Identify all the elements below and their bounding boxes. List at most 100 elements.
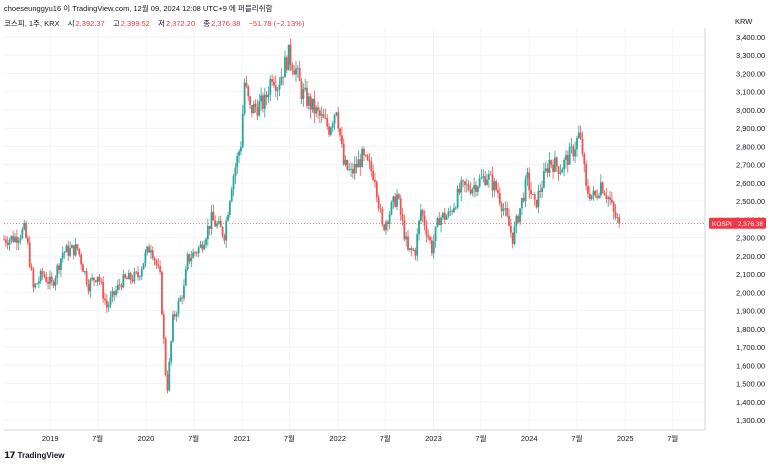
candle-body: [375, 181, 378, 197]
candle-body: [173, 314, 176, 317]
y-tick-label: 2,500.00: [736, 197, 765, 206]
candle-body: [372, 170, 375, 180]
candle-body: [344, 159, 347, 165]
x-tick-label: 2025: [617, 434, 634, 443]
candle-body: [555, 157, 558, 167]
candle-body: [243, 82, 246, 114]
candle-body: [517, 215, 520, 223]
candle-body: [445, 216, 448, 220]
candle-body: [480, 177, 483, 179]
candle-body: [140, 269, 143, 277]
candle-body: [453, 207, 455, 213]
candle-body: [616, 217, 619, 219]
x-tick-label: 2022: [329, 434, 346, 443]
candle-body: [36, 283, 38, 285]
candle-body: [227, 214, 229, 221]
candle-body: [425, 226, 428, 236]
candle-body: [324, 117, 327, 119]
candle-body: [451, 211, 453, 213]
candle-body: [269, 78, 272, 95]
candle-body: [467, 184, 470, 190]
candle-body: [541, 187, 543, 192]
candle-body: [311, 98, 314, 110]
low-value: 2,372.20: [165, 19, 196, 28]
candle-body: [419, 210, 422, 221]
x-tick-label: 2020: [138, 434, 155, 443]
candle-body: [471, 189, 474, 194]
candle-body: [170, 341, 173, 362]
candle-body: [217, 220, 220, 224]
candle-body: [423, 215, 426, 227]
candle-body: [495, 181, 498, 190]
candle-body: [271, 78, 274, 82]
candle-body: [254, 103, 257, 108]
chart-grid: [4, 28, 705, 430]
y-tick-label: 2,800.00: [736, 142, 765, 151]
candle-body: [69, 248, 72, 256]
y-tick-label: 2,900.00: [736, 124, 765, 133]
candle-body: [25, 223, 27, 238]
candle-body: [278, 84, 281, 90]
candle-body: [511, 232, 514, 244]
brand-label: TradingView: [17, 451, 65, 460]
candle-body: [599, 182, 602, 196]
candle-body: [322, 114, 325, 118]
candle-body: [478, 178, 481, 187]
candle-body: [216, 223, 218, 227]
candle-body: [381, 209, 384, 225]
candle-body: [94, 280, 97, 282]
candle-body: [342, 144, 345, 165]
candle-body: [208, 225, 211, 229]
candle-body: [487, 174, 490, 180]
candle-body: [274, 85, 277, 91]
candle-body: [605, 195, 608, 199]
candle-body: [473, 184, 476, 190]
candle-body: [190, 258, 193, 262]
candle-body: [348, 169, 351, 170]
candle-body: [296, 68, 299, 69]
candle-body: [72, 245, 75, 256]
candle-body: [181, 297, 184, 299]
candle-body: [252, 103, 255, 114]
candle-body: [374, 179, 376, 182]
candle-body: [550, 160, 553, 165]
candle-body: [546, 168, 549, 173]
candle-body: [612, 202, 615, 212]
candle-body: [364, 155, 367, 156]
y-tick-label: 2,700.00: [736, 161, 765, 170]
candle-body: [67, 245, 70, 256]
x-tick-label: 7월: [571, 433, 582, 443]
candle-body: [577, 132, 580, 139]
tradingview-logo[interactable]: 𝟭𝟳 TradingView: [4, 450, 65, 461]
candle-body: [195, 252, 198, 254]
candle-body: [282, 76, 285, 78]
candle-body: [298, 68, 301, 82]
x-tick-label: 2021: [234, 434, 251, 443]
candle-body: [313, 98, 316, 114]
candle-body: [531, 194, 534, 195]
candle-body: [138, 276, 141, 278]
candle-body: [175, 313, 178, 317]
candle-body: [151, 250, 154, 259]
candle-body: [524, 178, 527, 202]
candle-body: [392, 196, 395, 203]
x-tick-label: 7월: [284, 433, 295, 443]
candle-body: [236, 155, 239, 168]
candle-body: [245, 82, 248, 87]
candle-body: [214, 220, 217, 227]
candle-body: [399, 198, 402, 215]
candle-body: [241, 113, 244, 148]
candle-body: [465, 184, 468, 186]
candle-body: [535, 199, 538, 208]
candle-body: [3, 239, 5, 241]
ohlc-legend: 코스피, 1주, KRX 시2,392.37 고2,399.52 저2,372.…: [4, 18, 304, 29]
candle-body: [230, 189, 233, 202]
candle-body: [309, 96, 312, 110]
currency-label: KRW: [735, 17, 753, 26]
candle-body: [148, 246, 150, 253]
candle-body: [520, 198, 523, 209]
candle-body: [405, 236, 408, 240]
candle-body: [41, 270, 44, 275]
symbol-label[interactable]: 코스피, 1주, KRX: [4, 19, 60, 28]
